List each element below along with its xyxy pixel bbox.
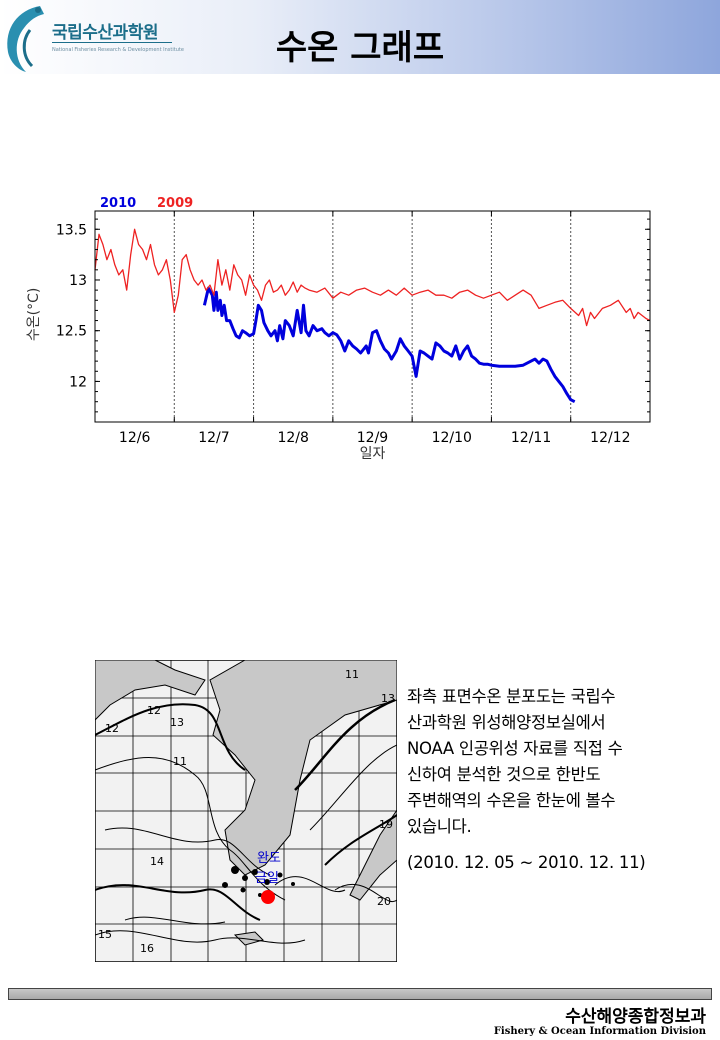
y-tick-label: 12	[69, 374, 87, 390]
x-tick-label: 12/8	[277, 430, 308, 446]
contour-label: 19	[379, 818, 393, 831]
logo-divider	[52, 42, 172, 43]
contour-label: 12	[105, 722, 119, 735]
x-tick-label: 12/9	[357, 430, 388, 446]
land-china-coast	[94, 659, 206, 722]
land-japan	[349, 808, 398, 901]
contour-label: 14	[150, 855, 164, 868]
y-axis-label: 수온(°C)	[26, 288, 42, 341]
series-line-2010	[202, 286, 576, 404]
chart-grid	[173, 211, 572, 422]
map-location-label-geumil: 금일	[255, 871, 279, 886]
header-banner: 국립수산과학원 National Fisheries Research & De…	[0, 0, 720, 74]
footer-division-kr: 수산해양종합정보과	[565, 1007, 706, 1027]
description-line: 신하여 분석한 것으로 한반도	[407, 765, 601, 784]
footer-bar	[8, 988, 712, 1000]
x-tick-label: 12/11	[511, 430, 551, 446]
y-tick-label: 13	[69, 273, 87, 289]
temperature-chart: 12 12.5 13 13.5 12/6 12/7 12/8 12/9 12/10 12/11 12…	[0, 190, 720, 474]
description-line: NOAA 인공위성 자료를 직접 수	[407, 739, 623, 758]
x-tick-label: 12/6	[119, 430, 151, 446]
description-line: 있습니다.	[407, 817, 472, 836]
contour-label: 12	[147, 704, 161, 717]
chart-legend: 2010 2009	[100, 196, 193, 211]
contour-label-group: 12 13 11 12 14 15 16 19 20 11 13	[98, 668, 395, 955]
contour-label: 13	[170, 716, 184, 729]
contour-label: 15	[98, 928, 112, 941]
isotherm-contours	[94, 698, 398, 944]
contour-label: 20	[377, 895, 391, 908]
description-period: (2010. 12. 05 ~ 2010. 12. 11)	[407, 853, 646, 872]
fish-logo-icon	[7, 6, 44, 72]
series-line-2009	[94, 228, 651, 327]
x-tick-label: 12/12	[590, 430, 630, 446]
x-tick-label: 12/10	[432, 430, 472, 446]
temperature-chart-svg: 12 12.5 13 13.5 12/6 12/7 12/8 12/9 12/10 12/11 12…	[26, 196, 651, 462]
legend-entry-2010: 2010	[100, 196, 136, 211]
coastal-islands	[222, 866, 295, 897]
map-location-label-wando: 완도	[257, 851, 281, 866]
sst-map: 12 13 11 12 14 15 16 19 20 11 13 완도 금일	[94, 659, 398, 963]
sst-distribution-map: 12 13 11 12 14 15 16 19 20 11 13 완도 금일	[94, 659, 398, 963]
chart-ticks: 12 12.5 13 13.5 12/6 12/7 12/8 12/9 12/10 12/11 12…	[56, 211, 650, 446]
x-axis-label: 일자	[360, 446, 386, 462]
contour-label: 11	[345, 668, 359, 681]
x-tick-label: 12/7	[198, 430, 229, 446]
description-text: 좌측 표면수온 분포도는 국립수 산과학원 위성해양정보실에서 NOAA 인공위…	[407, 684, 707, 876]
plot-frame	[94, 210, 651, 423]
contour-label: 13	[381, 692, 395, 705]
description-line: 주변해역의 수온을 한눈에 볼수	[407, 791, 616, 810]
land-jeju	[233, 931, 264, 946]
institute-logo[interactable]: 국립수산과학원 National Fisheries Research & De…	[0, 0, 200, 74]
logo-text-kr: 국립수산과학원	[52, 23, 158, 43]
location-marker	[261, 890, 275, 904]
y-tick-label: 12.5	[56, 324, 87, 340]
description-line: 좌측 표면수온 분포도는 국립수	[407, 687, 616, 706]
y-tick-label: 13.5	[56, 222, 87, 238]
logo-text-en: National Fisheries Research & Developmen…	[52, 47, 184, 53]
contour-label: 11	[173, 755, 187, 768]
footer-division-en: Fishery & Ocean Information Division	[493, 1026, 706, 1037]
chart-series	[94, 228, 651, 404]
description-line: 산과학원 위성해양정보실에서	[407, 713, 606, 732]
page-title: 수온 그래프	[275, 28, 445, 68]
legend-entry-2009: 2009	[157, 196, 193, 211]
contour-label: 16	[140, 942, 154, 955]
